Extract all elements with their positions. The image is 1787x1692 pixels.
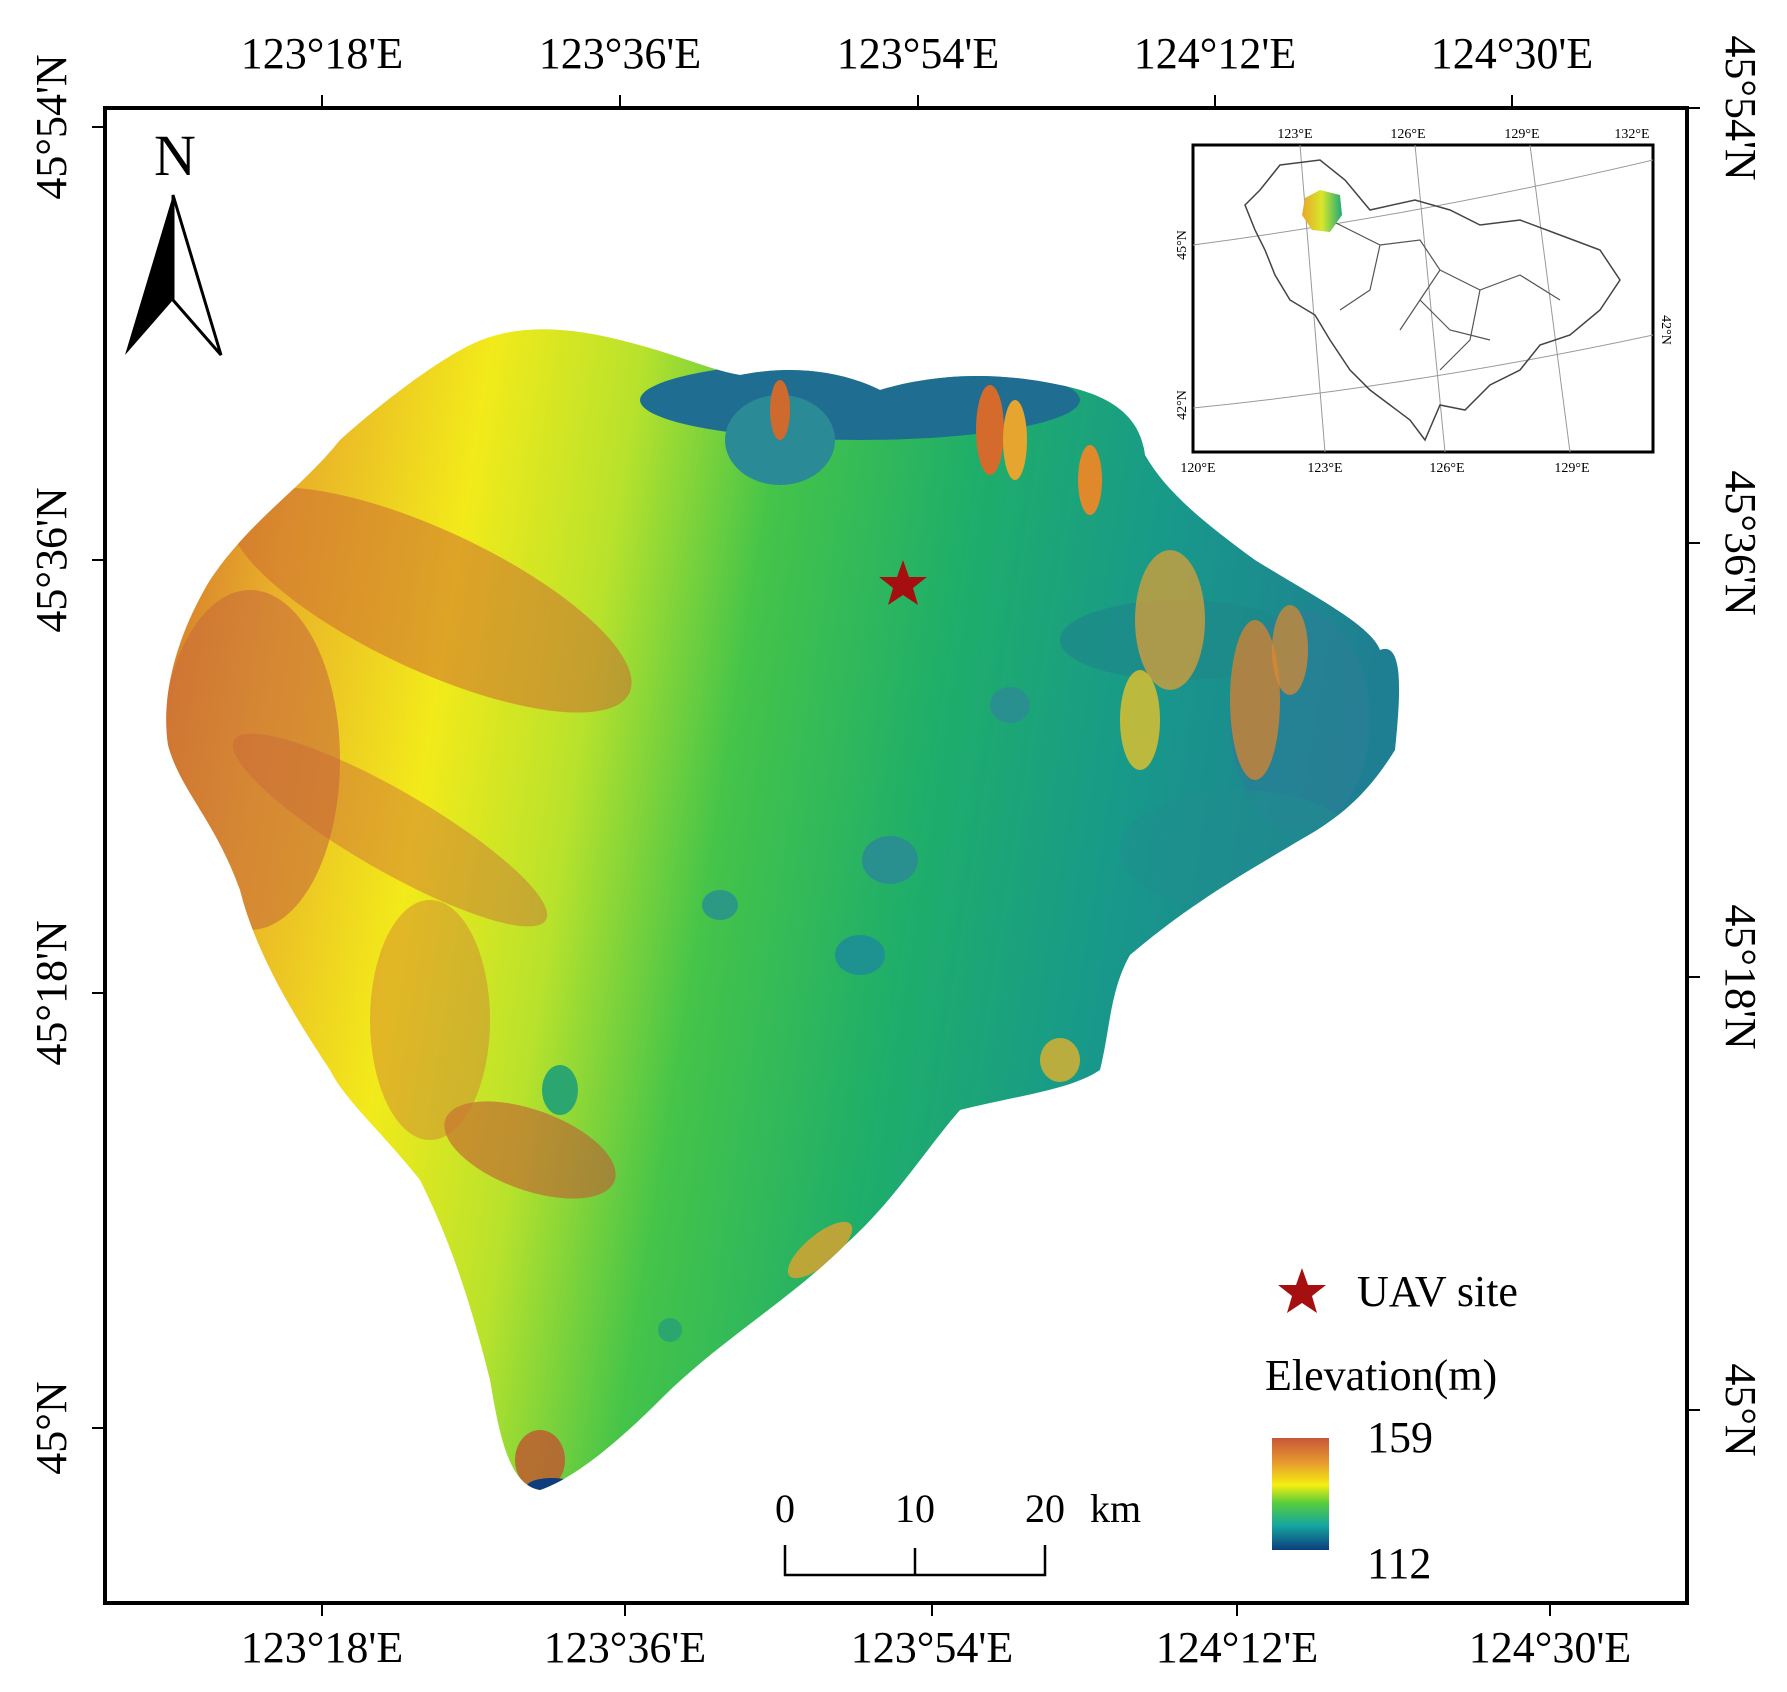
inset-top-label-4: 132°E <box>1614 127 1649 142</box>
inset-top-label-1: 123°E <box>1277 127 1312 142</box>
inset-bottom-label-2: 123°E <box>1307 461 1342 476</box>
legend-elevation-max: 159 <box>1367 1413 1433 1462</box>
scale-bar-tick-20: 20 <box>1025 1486 1065 1531</box>
inset-bottom-label-4: 129°E <box>1554 461 1589 476</box>
inset-bottom-label-1: 120°E <box>1180 461 1215 476</box>
inset-top-label-3: 129°E <box>1504 127 1539 142</box>
elevation-raster <box>166 329 1400 1490</box>
map-frame <box>103 106 1689 1605</box>
right-axis-label-3: 45°18'N <box>1716 904 1765 1049</box>
inset-bottom-label-3: 126°E <box>1429 461 1464 476</box>
top-axis-label-4: 124°12'E <box>1134 29 1296 78</box>
right-axis-label-4: 45°N <box>1716 1363 1765 1456</box>
axis-ticks <box>92 95 1700 1616</box>
left-axis-label-3: 45°18'N <box>27 920 76 1065</box>
legend: UAV site Elevation(m) 159 112 <box>1265 1267 1518 1588</box>
left-axis-label-1: 45°54'N <box>27 54 76 199</box>
uav-site-marker <box>879 560 927 605</box>
bottom-axis-label-5: 124°30'E <box>1469 1623 1631 1672</box>
bottom-axis-label-2: 123°36'E <box>544 1623 706 1672</box>
inset-left-label-1: 45°N <box>1175 230 1190 260</box>
legend-elevation-title: Elevation(m) <box>1265 1351 1497 1400</box>
left-axis-label-4: 45°N <box>27 1381 76 1474</box>
inset-frame <box>1191 143 1655 454</box>
inset-locator-map: 123°E 126°E 129°E 132°E 120°E 123°E 126°… <box>1175 127 1673 476</box>
scale-bar: 0 10 20 km <box>775 1486 1141 1577</box>
bottom-axis-label-4: 124°12'E <box>1156 1623 1318 1672</box>
top-axis-label-5: 124°30'E <box>1431 29 1593 78</box>
right-axis-label-1: 45°54'N <box>1716 35 1765 180</box>
scale-bar-unit: km <box>1090 1486 1141 1531</box>
left-axis-label-2: 45°36'N <box>27 487 76 632</box>
top-axis-label-3: 123°54'E <box>837 29 999 78</box>
inset-left-label-2: 42°N <box>1175 390 1190 420</box>
legend-elevation-ramp <box>1272 1438 1329 1550</box>
legend-uav-site-label: UAV site <box>1357 1267 1518 1316</box>
scale-bar-tick-0: 0 <box>775 1486 795 1531</box>
bottom-axis-label-1: 123°18'E <box>241 1623 403 1672</box>
right-axis-label-2: 45°36'N <box>1716 470 1765 615</box>
legend-uav-site-icon <box>1278 1268 1326 1313</box>
bottom-axis-label-3: 123°54'E <box>851 1623 1013 1672</box>
inset-top-label-2: 126°E <box>1390 127 1425 142</box>
north-arrow: N <box>125 123 223 356</box>
scale-bar-tick-10: 10 <box>895 1486 935 1531</box>
legend-elevation-min: 112 <box>1367 1539 1431 1588</box>
top-axis-label-1: 123°18'E <box>241 29 403 78</box>
inset-right-label-1: 42°N <box>1658 315 1673 345</box>
north-arrow-label: N <box>154 123 196 188</box>
top-axis-label-2: 123°36'E <box>539 29 701 78</box>
